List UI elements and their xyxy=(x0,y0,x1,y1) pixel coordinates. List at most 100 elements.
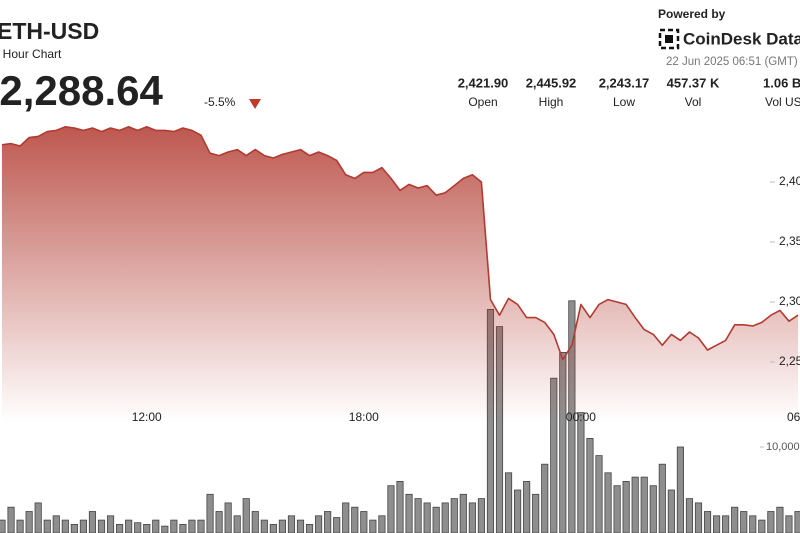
brand: CoinDesk Data xyxy=(683,29,800,48)
volume-bar xyxy=(667,489,675,533)
volume-bar xyxy=(269,524,277,533)
volume-bar xyxy=(61,519,69,533)
volume-bar xyxy=(405,493,413,533)
y-tick-label: 2,400 xyxy=(779,174,800,188)
price: $2,288.64 xyxy=(0,67,163,114)
volume-bar xyxy=(713,515,721,533)
volume-bar xyxy=(152,519,160,533)
volume-bar xyxy=(106,515,115,533)
volume-bar xyxy=(631,476,639,533)
volume-bar xyxy=(785,515,793,533)
volume-bar xyxy=(52,515,60,533)
volume-bar xyxy=(324,511,332,533)
volume-bar xyxy=(649,485,657,533)
volume-bar xyxy=(622,480,630,533)
volume-bar xyxy=(143,524,151,533)
volume-bar xyxy=(125,519,133,533)
volume-bar xyxy=(477,498,485,533)
stat-label: High xyxy=(539,95,564,109)
volume-bar xyxy=(0,519,6,533)
x-tick-label: 06:00 xyxy=(787,410,800,424)
volume-bar xyxy=(25,511,33,533)
volume-bar xyxy=(251,511,259,533)
stat-value: 1.06 B xyxy=(763,75,800,90)
brand-logo xyxy=(658,28,680,50)
volume-bar xyxy=(604,472,612,533)
volume-bar xyxy=(577,412,585,533)
volume-bar xyxy=(640,476,648,533)
stat-label: Vol xyxy=(685,95,702,109)
volume-bar xyxy=(315,515,323,533)
volume-bar xyxy=(432,506,440,533)
volume-bar xyxy=(613,485,621,533)
volume-bar xyxy=(305,524,314,533)
x-tick-label: 12:00 xyxy=(132,410,162,424)
volume-bar xyxy=(224,502,232,533)
volume-bar xyxy=(559,351,567,533)
volume-bar xyxy=(378,515,386,533)
y-tick-label: 2,250 xyxy=(779,354,800,368)
volume-bar xyxy=(468,502,476,533)
volume-bar xyxy=(504,472,513,533)
volume-bar xyxy=(595,455,603,533)
volume-bar xyxy=(179,524,187,533)
volume-bar xyxy=(694,502,703,533)
volume-bar xyxy=(532,493,540,533)
y-tick-label: 2,300 xyxy=(779,294,800,308)
volume-bar xyxy=(197,519,205,533)
volume-bar xyxy=(731,506,739,533)
volume-bar xyxy=(333,517,341,533)
stats: 2,421.90 Open 2,445.92 High 2,243.17 Low 457.3… xyxy=(458,75,800,109)
volume-bar xyxy=(749,515,757,533)
stat-value: 2,243.17 xyxy=(599,75,650,90)
volume-bar xyxy=(767,511,775,533)
volume-bar xyxy=(351,506,359,533)
stat-label: Low xyxy=(613,95,635,109)
volume-bar xyxy=(134,522,142,533)
stat-value: 457.37 K xyxy=(667,75,720,90)
volume-bar xyxy=(342,502,350,533)
volume-bar xyxy=(79,519,87,533)
volume-bar xyxy=(794,511,800,533)
volume-bar xyxy=(170,519,178,533)
volume-bar xyxy=(206,493,214,533)
volume-bar xyxy=(459,493,467,533)
volume-bar xyxy=(703,511,712,533)
price-line xyxy=(1,126,799,361)
down-arrow xyxy=(249,99,261,109)
volume-bar xyxy=(685,498,694,533)
volume-bar xyxy=(215,511,223,533)
area-fill xyxy=(2,126,798,423)
volume-bar xyxy=(16,519,24,533)
volume-bar xyxy=(396,480,404,533)
volume-bar xyxy=(278,519,286,533)
x-tick-label: 00:00 xyxy=(566,410,596,424)
volume-bar xyxy=(523,480,531,533)
volume-bar xyxy=(722,515,730,533)
y-tick-label: 2,350 xyxy=(779,234,800,248)
stat-value: 2,421.90 xyxy=(458,75,509,90)
x-tick-label: 18:00 xyxy=(349,410,379,424)
volume-bar xyxy=(387,485,395,533)
volume-bar xyxy=(414,498,422,533)
y2-tick-label: 10,000 xyxy=(766,441,800,453)
volume-bar xyxy=(360,511,368,533)
volume-bar xyxy=(740,511,748,533)
volume-bar xyxy=(260,519,268,533)
volume-bar xyxy=(188,519,196,533)
volume-bar xyxy=(34,502,42,533)
change: -5.5% xyxy=(204,95,236,109)
stat-value: 2,445.92 xyxy=(526,75,577,90)
volume-bar xyxy=(369,519,377,533)
volume-bar xyxy=(233,515,241,533)
volume-bar xyxy=(441,502,449,533)
volume-bar xyxy=(161,525,169,533)
volume-bar xyxy=(7,506,15,533)
plot: 2,250 2,300 2,350 2,400 10,000 12:00 18:00 00:0… xyxy=(0,126,800,533)
volume-bar xyxy=(97,519,106,533)
timestamp: 22 Jun 2025 06:51 (GMT) xyxy=(666,56,798,68)
volume-bar xyxy=(758,519,766,533)
volume-bar xyxy=(43,519,51,533)
